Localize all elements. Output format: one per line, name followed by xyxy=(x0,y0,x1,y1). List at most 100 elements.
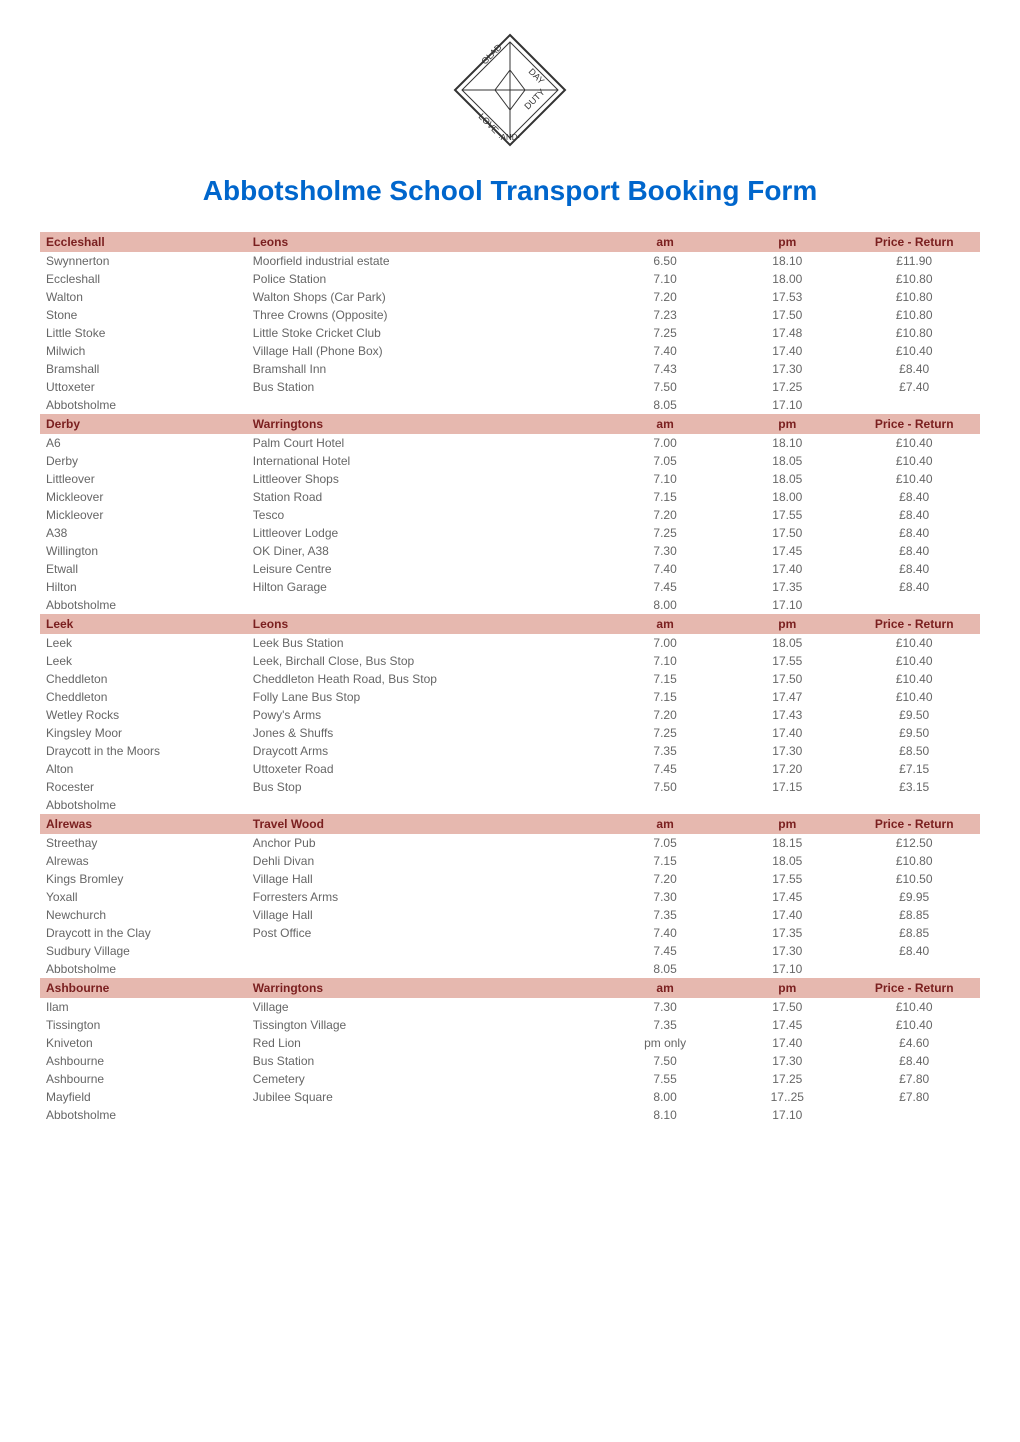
location-cell: Draycott in the Moors xyxy=(40,742,247,760)
pm-cell: 17.15 xyxy=(726,778,848,796)
stop-cell: Tissington Village xyxy=(247,1016,604,1034)
route-name: Leek xyxy=(40,614,247,634)
am-cell: 7.35 xyxy=(604,1016,726,1034)
am-cell: 7.40 xyxy=(604,924,726,942)
pm-cell: 17.40 xyxy=(726,342,848,360)
price-cell: £10.80 xyxy=(848,306,980,324)
price-cell: £3.15 xyxy=(848,778,980,796)
table-row: TissingtonTissington Village7.3517.45£10… xyxy=(40,1016,980,1034)
location-cell: Little Stoke xyxy=(40,324,247,342)
pm-cell: 17.30 xyxy=(726,942,848,960)
am-header: am xyxy=(604,414,726,434)
stop-cell: Bus Station xyxy=(247,1052,604,1070)
location-cell: Cheddleton xyxy=(40,670,247,688)
location-cell: Abbotsholme xyxy=(40,596,247,614)
location-cell: Mayfield xyxy=(40,1088,247,1106)
pm-cell: 18.10 xyxy=(726,252,848,270)
price-cell: £10.40 xyxy=(848,652,980,670)
location-cell: Walton xyxy=(40,288,247,306)
stop-cell: Dehli Divan xyxy=(247,852,604,870)
price-cell: £7.80 xyxy=(848,1088,980,1106)
am-header: am xyxy=(604,978,726,998)
price-cell: £4.60 xyxy=(848,1034,980,1052)
price-cell: £10.50 xyxy=(848,870,980,888)
section-header-row: LeekLeonsampmPrice - Return xyxy=(40,614,980,634)
stop-cell: Bramshall Inn xyxy=(247,360,604,378)
location-cell: Uttoxeter xyxy=(40,378,247,396)
am-cell: 7.20 xyxy=(604,706,726,724)
pm-cell: 17.48 xyxy=(726,324,848,342)
table-row: Little StokeLittle Stoke Cricket Club7.2… xyxy=(40,324,980,342)
am-cell: 7.45 xyxy=(604,942,726,960)
pm-cell: 18.00 xyxy=(726,488,848,506)
price-cell: £10.80 xyxy=(848,852,980,870)
table-row: KnivetonRed Lionpm only17.40£4.60 xyxy=(40,1034,980,1052)
operator-name: Warringtons xyxy=(247,978,604,998)
section-header-row: EccleshallLeonsampmPrice - Return xyxy=(40,232,980,252)
price-cell: £9.50 xyxy=(848,724,980,742)
table-row: Sudbury Village7.4517.30£8.40 xyxy=(40,942,980,960)
svg-text:LOVE: LOVE xyxy=(477,111,501,135)
location-cell: Kings Bromley xyxy=(40,870,247,888)
stop-cell: International Hotel xyxy=(247,452,604,470)
stop-cell: Cemetery xyxy=(247,1070,604,1088)
table-row: MayfieldJubilee Square8.0017..25£7.80 xyxy=(40,1088,980,1106)
table-row: NewchurchVillage Hall7.3517.40£8.85 xyxy=(40,906,980,924)
section-header-row: AlrewasTravel WoodampmPrice - Return xyxy=(40,814,980,834)
am-cell: 7.25 xyxy=(604,524,726,542)
am-cell: 8.05 xyxy=(604,396,726,414)
am-header: am xyxy=(604,232,726,252)
pm-cell: 17.30 xyxy=(726,1052,848,1070)
table-row: YoxallForresters Arms7.3017.45£9.95 xyxy=(40,888,980,906)
am-cell: 8.00 xyxy=(604,596,726,614)
am-cell: 7.45 xyxy=(604,760,726,778)
price-cell: £10.40 xyxy=(848,342,980,360)
location-cell: Swynnerton xyxy=(40,252,247,270)
am-cell: 7.23 xyxy=(604,306,726,324)
pm-cell: 17.50 xyxy=(726,670,848,688)
table-row: EccleshallPolice Station7.1018.00£10.80 xyxy=(40,270,980,288)
price-cell: £10.40 xyxy=(848,670,980,688)
price-header: Price - Return xyxy=(848,232,980,252)
stop-cell: Littleover Lodge xyxy=(247,524,604,542)
operator-name: Warringtons xyxy=(247,414,604,434)
pm-cell: 18.10 xyxy=(726,434,848,452)
am-cell: 8.10 xyxy=(604,1106,726,1124)
price-cell: £10.80 xyxy=(848,324,980,342)
price-cell: £10.40 xyxy=(848,452,980,470)
stop-cell xyxy=(247,942,604,960)
stop-cell: Village Hall xyxy=(247,870,604,888)
price-cell: £8.50 xyxy=(848,742,980,760)
stop-cell: Jones & Shuffs xyxy=(247,724,604,742)
stop-cell: Walton Shops (Car Park) xyxy=(247,288,604,306)
location-cell: Cheddleton xyxy=(40,688,247,706)
pm-cell: 17.20 xyxy=(726,760,848,778)
table-row: Draycott in the ClayPost Office7.4017.35… xyxy=(40,924,980,942)
stop-cell xyxy=(247,596,604,614)
pm-cell: 17.40 xyxy=(726,1034,848,1052)
pm-header: pm xyxy=(726,814,848,834)
price-header: Price - Return xyxy=(848,414,980,434)
operator-name: Travel Wood xyxy=(247,814,604,834)
table-row: AlrewasDehli Divan7.1518.05£10.80 xyxy=(40,852,980,870)
stop-cell: Moorfield industrial estate xyxy=(247,252,604,270)
am-cell xyxy=(604,796,726,814)
am-cell: 7.15 xyxy=(604,670,726,688)
pm-header: pm xyxy=(726,978,848,998)
price-cell xyxy=(848,1106,980,1124)
stop-cell: Three Crowns (Opposite) xyxy=(247,306,604,324)
price-cell: £11.90 xyxy=(848,252,980,270)
price-cell: £8.40 xyxy=(848,1052,980,1070)
location-cell: Etwall xyxy=(40,560,247,578)
stop-cell: Bus Station xyxy=(247,378,604,396)
pm-header: pm xyxy=(726,232,848,252)
location-cell: Leek xyxy=(40,652,247,670)
pm-cell: 18.05 xyxy=(726,470,848,488)
pm-cell: 17.10 xyxy=(726,1106,848,1124)
location-cell: Leek xyxy=(40,634,247,652)
pm-cell: 17.40 xyxy=(726,724,848,742)
transport-schedule-table: EccleshallLeonsampmPrice - ReturnSwynner… xyxy=(40,232,980,1124)
price-cell: £8.40 xyxy=(848,542,980,560)
table-row: Abbotsholme8.0517.10 xyxy=(40,960,980,978)
logo-container: GLAD DAY LOVE DUTY ·AND· xyxy=(40,30,980,155)
